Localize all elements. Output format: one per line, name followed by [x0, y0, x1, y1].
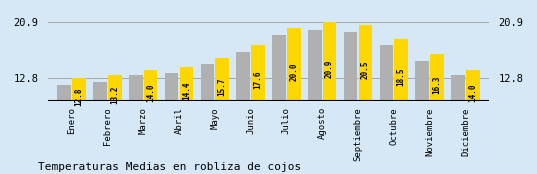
Text: 14.4: 14.4 [182, 82, 191, 100]
Bar [236, 52, 250, 167]
Bar [93, 82, 107, 167]
Bar [451, 75, 465, 167]
Bar [344, 32, 358, 167]
Bar [287, 28, 301, 167]
Bar [108, 75, 121, 167]
Bar [179, 67, 193, 167]
Text: 14.0: 14.0 [146, 83, 155, 101]
Bar [359, 25, 372, 167]
Bar [144, 70, 157, 167]
Text: 20.5: 20.5 [361, 61, 370, 79]
Bar [380, 45, 393, 167]
Text: Temperaturas Medias en robliza de cojos: Temperaturas Medias en robliza de cojos [38, 162, 301, 172]
Bar [308, 30, 322, 167]
Bar [394, 38, 408, 167]
Bar [416, 61, 429, 167]
Bar [72, 78, 86, 167]
Text: 14.0: 14.0 [468, 83, 477, 101]
Bar [466, 70, 480, 167]
Bar [323, 22, 336, 167]
Bar [201, 64, 214, 167]
Text: 13.2: 13.2 [110, 86, 119, 104]
Bar [57, 85, 71, 167]
Text: 15.7: 15.7 [217, 77, 227, 96]
Text: 16.3: 16.3 [432, 75, 441, 94]
Text: 20.9: 20.9 [325, 59, 334, 78]
Bar [129, 75, 143, 167]
Bar [251, 45, 265, 167]
Bar [165, 73, 178, 167]
Text: 12.8: 12.8 [75, 87, 83, 106]
Text: 17.6: 17.6 [253, 70, 263, 89]
Text: 20.0: 20.0 [289, 62, 298, 81]
Bar [272, 35, 286, 167]
Bar [430, 54, 444, 167]
Bar [215, 58, 229, 167]
Text: 18.5: 18.5 [397, 67, 405, 86]
